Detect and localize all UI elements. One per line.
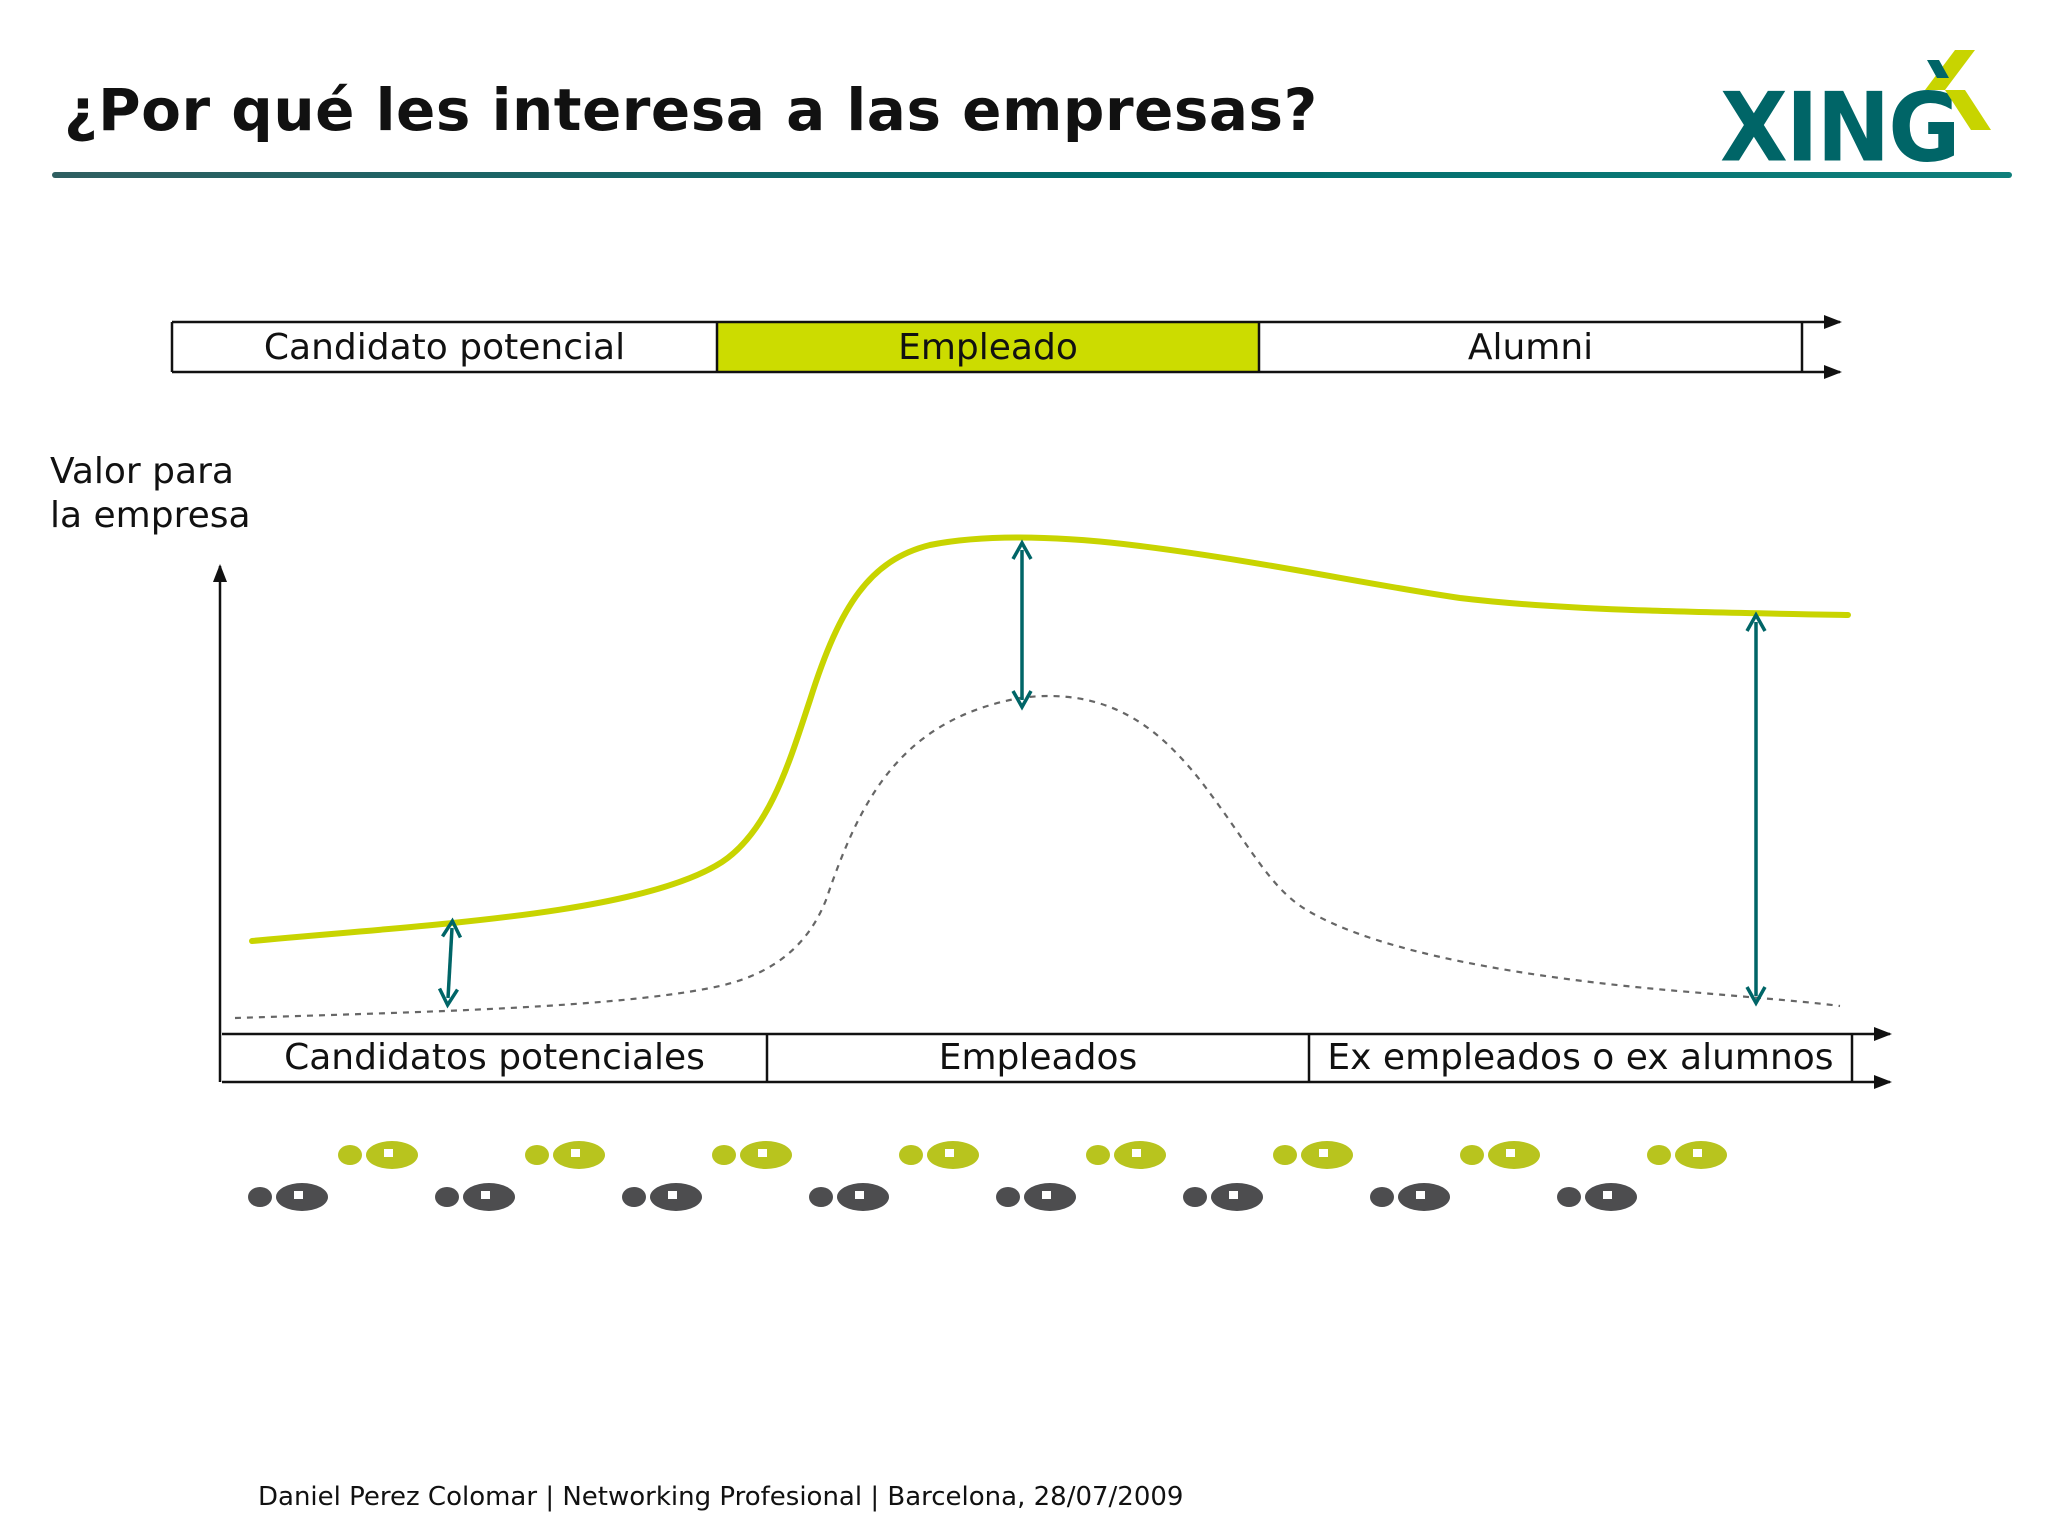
footprint-gray <box>1370 1183 1450 1211</box>
value-axes <box>213 564 1892 1089</box>
footprint-green <box>1460 1141 1540 1169</box>
footprint-green <box>899 1141 979 1169</box>
x-label-empleados: Empleados <box>938 1037 1138 1078</box>
footprint-gray <box>1557 1183 1637 1211</box>
slide-title: ¿Por qué les interesa a las empresas? <box>64 76 1318 144</box>
y-axis-label-line2: la empresa <box>50 495 251 536</box>
gap-arrow-candidates <box>437 917 463 1009</box>
footprint-gray <box>809 1183 889 1211</box>
value-curve-dashed <box>234 694 1841 1020</box>
y-axis-label-line1: Valor para <box>50 451 234 492</box>
footprint-gray <box>1183 1183 1263 1211</box>
phase-label-alumni: Alumni <box>1467 327 1594 368</box>
footprint-gray <box>435 1183 515 1211</box>
x-label-candidatos: Candidatos potenciales <box>284 1037 705 1078</box>
footprint-green <box>1647 1141 1727 1169</box>
phase-bar <box>170 315 1842 379</box>
footprint-green <box>1086 1141 1166 1169</box>
footprint-gray <box>996 1183 1076 1211</box>
footprint-gray <box>622 1183 702 1211</box>
footprint-green <box>1273 1141 1353 1169</box>
footprint-green <box>525 1141 605 1169</box>
x-label-ex-empleados: Ex empleados o ex alumnos <box>1327 1037 1834 1078</box>
phase-label-candidato: Candidato potencial <box>263 327 626 368</box>
y-axis-label: Valor para la empresa <box>50 450 251 538</box>
xing-logo-wordmark: XING <box>1720 72 1960 184</box>
slide-footer: Daniel Perez Colomar | Networking Profes… <box>258 1482 1184 1512</box>
footprint-gray <box>248 1183 328 1211</box>
footprints-row <box>248 1141 1727 1211</box>
phase-label-empleado: Empleado <box>898 327 1078 368</box>
value-curve-green <box>249 534 1851 944</box>
phase-highlight-empleado <box>717 322 1259 372</box>
xing-x-mark-icon <box>1925 50 1991 130</box>
title-divider <box>52 172 2012 178</box>
footprint-green <box>338 1141 418 1169</box>
footprint-green <box>712 1141 792 1169</box>
